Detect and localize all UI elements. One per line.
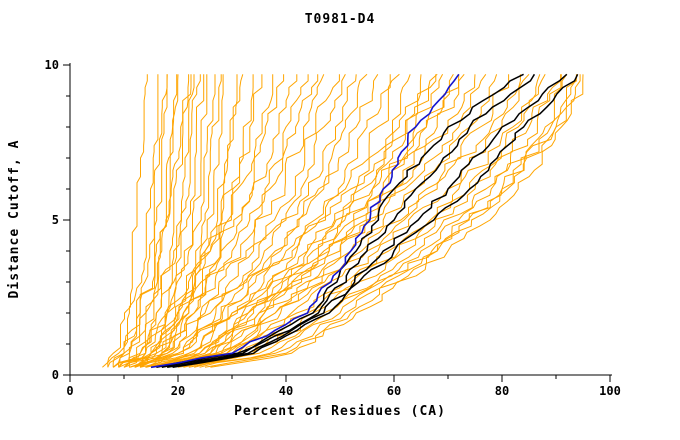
y-axis-tick-labels: 0 5 10 [45, 58, 59, 382]
svg-text:5: 5 [52, 213, 59, 227]
blue-highlight-curve [150, 73, 460, 369]
svg-text:40: 40 [279, 384, 293, 398]
y-axis-label: Distance Cutoff, A [7, 139, 22, 299]
orange-model-curves [102, 73, 584, 368]
black-reference-curves [156, 73, 579, 369]
svg-text:80: 80 [495, 384, 509, 398]
svg-text:0: 0 [66, 384, 73, 398]
x-axis-tick-labels: 0 20 40 60 80 100 [66, 384, 620, 398]
svg-text:10: 10 [45, 58, 59, 72]
axes [69, 63, 612, 376]
svg-text:60: 60 [387, 384, 401, 398]
svg-text:0: 0 [52, 368, 59, 382]
x-axis-ticks [69, 375, 611, 382]
svg-text:100: 100 [599, 384, 621, 398]
y-axis-ticks [63, 64, 70, 376]
svg-text:20: 20 [171, 384, 185, 398]
x-axis-label: Percent of Residues (CA) [234, 404, 446, 419]
chart-title: T0981-D4 [304, 12, 376, 27]
